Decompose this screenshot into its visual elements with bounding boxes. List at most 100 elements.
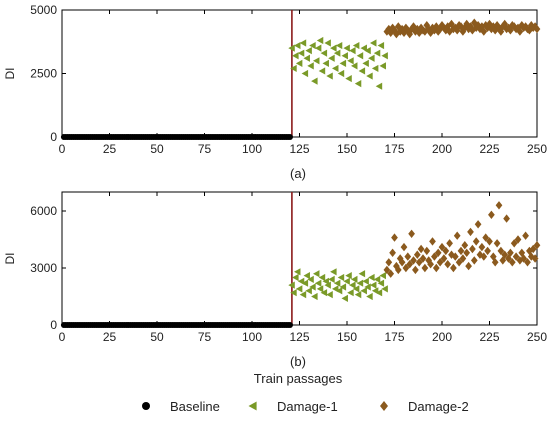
damage-2-point bbox=[469, 26, 476, 35]
damage-1-point bbox=[330, 268, 337, 276]
damage-2-point bbox=[394, 265, 402, 275]
damage-2-point bbox=[455, 258, 463, 267]
damage-1-point bbox=[373, 49, 381, 57]
x-tick-label: 250 bbox=[527, 330, 547, 344]
x-tick-label: 25 bbox=[103, 142, 117, 156]
damage-1-point bbox=[332, 64, 339, 73]
damage-2-point bbox=[522, 22, 529, 31]
legend-damage-1-marker bbox=[248, 401, 257, 411]
damage-1-point bbox=[288, 281, 295, 289]
damage-1-point bbox=[377, 41, 385, 50]
damage-2-point bbox=[465, 261, 472, 271]
legend: Baseline Damage-1 Damage-2 bbox=[142, 399, 469, 414]
damage-2-point bbox=[484, 246, 491, 256]
damage-1-point bbox=[370, 39, 377, 47]
damage-2-point bbox=[512, 252, 520, 261]
damage-2-point bbox=[457, 246, 465, 256]
damage-2-point bbox=[387, 269, 395, 278]
damage-2-point bbox=[421, 27, 429, 36]
y-tick-label: 0 bbox=[50, 318, 57, 332]
x-tick-label: 225 bbox=[479, 330, 499, 344]
damage-2-point bbox=[463, 248, 471, 257]
damage-1-point bbox=[314, 279, 322, 287]
damage-1-point bbox=[305, 47, 312, 55]
damage-1-point bbox=[371, 64, 379, 73]
damage-1-point bbox=[347, 289, 354, 297]
damage-2-point bbox=[412, 265, 419, 275]
x-tick-label: 225 bbox=[479, 142, 499, 156]
damage-1-point bbox=[326, 291, 333, 299]
damage-1-point bbox=[345, 74, 352, 83]
damage-1-point bbox=[333, 49, 341, 57]
legend-label: Damage-1 bbox=[277, 399, 338, 414]
damage-2-point bbox=[394, 22, 402, 31]
damage-2-point bbox=[431, 26, 438, 35]
x-tick-label: 0 bbox=[59, 142, 66, 156]
damage-1-point bbox=[290, 289, 297, 297]
damage-1-point bbox=[356, 52, 364, 60]
damage-2-point bbox=[488, 210, 495, 219]
damage-2-point bbox=[393, 261, 400, 271]
damage-2-point bbox=[410, 256, 417, 265]
damage-1-point bbox=[301, 279, 309, 287]
y-tick-label: 0 bbox=[50, 130, 57, 144]
damage-1-point bbox=[294, 268, 301, 276]
damage-1-point bbox=[311, 292, 318, 301]
damage-1-point bbox=[328, 275, 335, 283]
damage-1-point bbox=[351, 275, 358, 283]
x-tick-label: 150 bbox=[337, 142, 357, 156]
damage-2-point bbox=[482, 233, 490, 242]
baseline-point bbox=[287, 134, 293, 140]
y-axis-title: DI bbox=[3, 253, 17, 265]
damage-2-point bbox=[493, 239, 501, 248]
damage-2-point bbox=[391, 233, 398, 242]
damage-1-point bbox=[381, 52, 388, 60]
damage-1-point bbox=[318, 273, 326, 282]
damage-2-point bbox=[432, 22, 440, 31]
damage-2-point bbox=[415, 258, 423, 267]
x-tick-label: 125 bbox=[289, 330, 309, 344]
x-tick-label: 250 bbox=[527, 142, 547, 156]
panel-b: 0 25 50 75 100 125 150 175 200 225 250 0 3000 6000 DI bbox=[3, 191, 547, 344]
damage-1-point bbox=[343, 44, 350, 52]
x-tick-label: 50 bbox=[150, 142, 164, 156]
damage-1-point bbox=[316, 285, 324, 293]
x-tick-label: 50 bbox=[150, 330, 164, 344]
x-tick-label: 75 bbox=[198, 330, 212, 344]
damage-2-point bbox=[478, 22, 486, 31]
damage-2-point bbox=[501, 250, 509, 259]
damage-2-point bbox=[497, 246, 505, 256]
damage-1-point bbox=[347, 57, 354, 65]
damage-2-point bbox=[503, 214, 510, 223]
damage-1-point bbox=[366, 292, 373, 301]
damage-1-point bbox=[339, 59, 347, 67]
damage-2-point bbox=[451, 252, 459, 261]
damage-2-point bbox=[438, 242, 446, 252]
damage-1-point bbox=[292, 52, 299, 60]
x-tick-label: 200 bbox=[432, 142, 452, 156]
baseline-point bbox=[287, 322, 293, 328]
damage-1-point bbox=[314, 44, 322, 52]
damage-2-point bbox=[450, 263, 457, 273]
damage-1-point bbox=[362, 59, 369, 67]
damage-1-point bbox=[368, 273, 375, 282]
panel-b-label: (b) bbox=[290, 354, 306, 369]
damage-2-point bbox=[472, 237, 480, 246]
damage-1-point bbox=[352, 285, 360, 293]
x-tick-label: 100 bbox=[242, 330, 262, 344]
damage-1-point bbox=[360, 44, 367, 52]
damage-1-point bbox=[316, 36, 324, 45]
damage-1-point bbox=[322, 59, 329, 67]
damage-2-point bbox=[459, 254, 467, 263]
damage-2-point bbox=[531, 22, 539, 31]
damage-1-point bbox=[295, 285, 303, 293]
damage-2-point bbox=[429, 237, 436, 246]
damage-1-point bbox=[366, 72, 373, 80]
damage-2-point bbox=[478, 242, 486, 252]
damage-2-point bbox=[467, 227, 474, 237]
damage-2-point bbox=[469, 244, 476, 254]
damage-2-point bbox=[400, 242, 408, 252]
damage-1-point bbox=[341, 52, 348, 60]
damage-2-point bbox=[398, 258, 406, 267]
damage-2-point bbox=[404, 26, 412, 35]
